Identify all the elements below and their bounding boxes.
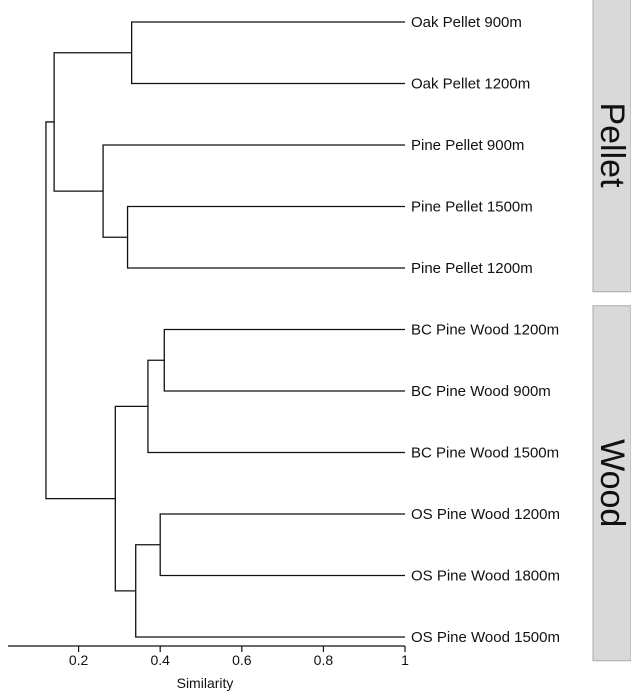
leaf-label: BC Pine Wood 1500m xyxy=(411,445,559,462)
merge-link-8 xyxy=(114,405,148,592)
group-panel-wood: Wood xyxy=(592,305,631,662)
merge-bracket xyxy=(147,359,405,454)
dendrogram-links xyxy=(45,21,405,638)
merge-link-7 xyxy=(135,544,405,638)
leaf-label: Oak Pellet 900m xyxy=(411,14,522,31)
leaf-label: OS Pine Wood 1500m xyxy=(411,629,560,646)
group-panel-box xyxy=(592,0,631,293)
group-panel-pellet: Pellet xyxy=(592,0,631,293)
group-panel-box xyxy=(592,305,631,662)
group-panels: Pellet Wood xyxy=(592,0,631,662)
merge-bracket xyxy=(159,513,405,577)
leaf-label: OS Pine Wood 1200m xyxy=(411,506,560,523)
merge-bracket xyxy=(53,52,132,192)
merge-bracket xyxy=(45,121,116,500)
merge-link-1 xyxy=(126,205,405,269)
merge-link-6 xyxy=(159,513,405,577)
leaf-label: Oak Pellet 1200m xyxy=(411,76,530,93)
merge-link-3 xyxy=(53,52,132,192)
leaf-label: OS Pine Wood 1800m xyxy=(411,568,560,585)
leaf-label: Pine Pellet 1200m xyxy=(411,260,533,277)
x-tick-label: 0.2 xyxy=(69,652,89,668)
merge-link-0 xyxy=(130,21,405,85)
merge-bracket xyxy=(102,144,405,238)
x-tick-label: 1 xyxy=(401,652,409,668)
leaf-label: BC Pine Wood 900m xyxy=(411,383,551,400)
group-label: Wood xyxy=(593,439,631,527)
leaf-label: Pine Pellet 900m xyxy=(411,137,524,154)
group-label: Pellet xyxy=(593,102,631,188)
merge-bracket xyxy=(130,21,405,85)
x-axis-ticks: 0.2 0.4 0.6 0.8 1 xyxy=(69,646,409,668)
leaf-label: Pine Pellet 1500m xyxy=(411,199,533,216)
merge-link-5 xyxy=(147,359,405,454)
x-tick-label: 0.4 xyxy=(150,652,170,668)
merge-bracket xyxy=(135,544,405,638)
leaf-labels: Oak Pellet 900m Oak Pellet 1200m Pine Pell… xyxy=(411,14,560,646)
merge-bracket xyxy=(126,205,405,269)
x-tick-label: 0.8 xyxy=(314,652,334,668)
x-axis-title: Similarity xyxy=(177,675,234,691)
merge-link-2 xyxy=(102,144,405,238)
merge-bracket xyxy=(114,405,148,592)
x-tick-label: 0.6 xyxy=(232,652,252,668)
leaf-label: BC Pine Wood 1200m xyxy=(411,322,559,339)
merge-link-4 xyxy=(163,328,405,392)
merge-bracket xyxy=(163,328,405,392)
merge-link-9 xyxy=(45,121,116,500)
